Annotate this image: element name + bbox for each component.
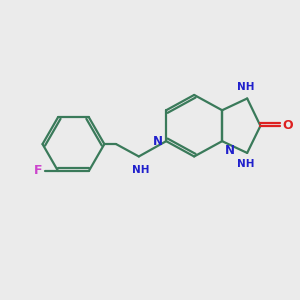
Text: NH: NH bbox=[132, 165, 150, 175]
Text: F: F bbox=[34, 164, 42, 177]
Text: NH: NH bbox=[237, 159, 254, 170]
Text: N: N bbox=[224, 143, 235, 157]
Text: O: O bbox=[282, 119, 292, 132]
Text: NH: NH bbox=[237, 82, 254, 92]
Text: N: N bbox=[153, 135, 163, 148]
